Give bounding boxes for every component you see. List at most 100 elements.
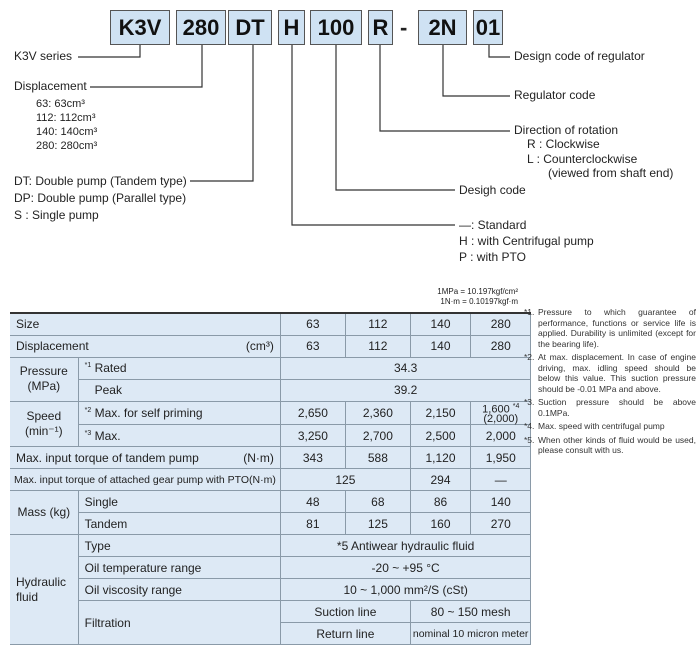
disp-280: 280: 280cm³	[36, 140, 98, 152]
unit-conversion: 1MPa = 10.197kgf/cm² 1N·m = 0.10197kgf·m	[437, 287, 518, 307]
row-label: Displacement (cm³)	[10, 334, 281, 358]
row-label: *3 Max.	[78, 424, 281, 448]
row-label: Oil temperature range	[78, 556, 281, 580]
note-mark: *1	[84, 362, 92, 369]
row-label: Peak	[78, 378, 281, 402]
note-mark: *2	[84, 406, 92, 414]
leader-displacement	[90, 45, 203, 88]
cell: *5 Antiwear hydraulic fluid	[280, 534, 532, 558]
option-standard: —: Standard	[459, 218, 527, 232]
row-label: Single	[78, 490, 281, 514]
group-label: Speed (min⁻¹)	[10, 400, 79, 448]
label-regulator-design: Design code of regulator	[514, 49, 645, 63]
cell: 294	[410, 468, 472, 492]
note-mark: *3	[84, 429, 92, 437]
leader-regulator-design	[488, 45, 510, 58]
group-label: Pressure (MPa)	[10, 356, 79, 402]
cell: 1,120	[410, 446, 472, 470]
pump-type-s: S : Single pump	[14, 208, 99, 222]
table-row: Max. input torque of attached gear pump …	[10, 468, 532, 492]
cell: 68	[345, 490, 411, 514]
table-row: Peak 39.2	[10, 378, 532, 402]
cell: 1,950	[470, 446, 532, 470]
cell: Return line	[280, 622, 411, 645]
unit-mpa: 1MPa = 10.197kgf/cm²	[437, 287, 518, 296]
table-row: Oil temperature range -20 ~ +95 °C	[10, 556, 532, 580]
label-displacement: Displacement	[14, 79, 87, 93]
leader-rotation	[379, 45, 510, 132]
cell: 125	[280, 468, 411, 492]
note-mark: *2.	[524, 352, 535, 362]
cell: 2,650	[280, 400, 346, 426]
label: Max. input torque of attached gear pump …	[14, 473, 250, 486]
table-row: Speed (min⁻¹) *2 Max. for self priming 2…	[10, 400, 532, 448]
code-displacement: 280	[176, 10, 226, 45]
code-regulator-design: 01	[473, 10, 503, 45]
note-mark: *4.	[524, 421, 535, 431]
cell: 140	[470, 490, 532, 514]
cell: 63	[280, 312, 346, 336]
table-row: Pressure (MPa) *1 Rated 34.3	[10, 356, 532, 402]
code-design: 100	[310, 10, 362, 45]
label: Rated	[94, 361, 127, 375]
note-mark: *1.	[524, 307, 535, 317]
unit-nm: 1N·m = 0.10197kgf·m	[440, 297, 518, 306]
table-row: Max. input torque of tandem pump (N·m) 34…	[10, 446, 532, 470]
cell: 140	[410, 334, 472, 358]
label-regulator-code: Regulator code	[514, 88, 596, 102]
group-label: Hydraulic fluid	[10, 534, 79, 645]
table-row: Size 63 112 140 280	[10, 312, 532, 336]
label-rotation: Direction of rotation	[514, 123, 619, 137]
table-row: Displacement (cm³) 63 112 140 280	[10, 334, 532, 358]
unit: (N·m)	[249, 473, 276, 486]
label-design-code: Desigh code	[459, 183, 526, 197]
row-label: *1 Rated	[78, 356, 281, 380]
cell: 2,700	[345, 424, 411, 448]
cell: 160	[410, 512, 472, 536]
table-row: Hydraulic fluid Type *5 Antiwear hydraul…	[10, 534, 532, 645]
disp-112: 112: 112cm³	[36, 112, 96, 124]
leader-design	[335, 45, 455, 191]
cell: 39.2	[280, 378, 532, 402]
cell: 280	[470, 334, 532, 358]
label: Max.	[94, 428, 121, 443]
option-pto: P : with PTO	[459, 250, 526, 264]
note-text: Suction pressure should be above 0.1MPa.	[538, 397, 696, 418]
unit: (cm³)	[245, 339, 274, 353]
pump-type-dp: DP: Double pump (Parallel type)	[14, 191, 187, 205]
cell: 270	[470, 512, 532, 536]
label: Displacement	[16, 339, 89, 353]
footnote: *2. At max. displacement. In case of engi…	[524, 352, 696, 394]
code-series: K3V	[110, 10, 170, 45]
cell: 2,150	[410, 400, 472, 426]
code-rotation: R	[368, 10, 393, 45]
row-label: Type	[78, 534, 281, 558]
cell: 63	[280, 334, 346, 358]
cell: 3,250	[280, 424, 346, 448]
cell: 343	[280, 446, 346, 470]
footnote: *3. Suction pressure should be above 0.1M…	[524, 397, 696, 418]
note-text: When other kinds of fluid would be used,…	[538, 434, 696, 456]
leader-series	[78, 45, 141, 58]
row-label: Max. input torque of attached gear pump …	[10, 468, 281, 492]
cell: 280	[470, 312, 532, 336]
note-text: Pressure to which guarantee of performan…	[538, 307, 696, 349]
spec-table: Size 63 112 140 280 Displacement (cm³) 63 112…	[10, 312, 532, 645]
table-row: Tandem 81 125 160 270	[10, 512, 532, 536]
cell: 80 ~ 150 mesh	[410, 600, 532, 624]
table-row: *3 Max. 3,250 2,700 2,500 2,000	[10, 424, 532, 448]
cell: 112	[345, 334, 411, 358]
code-regulator: 2N	[418, 10, 467, 45]
value-paren: (2,000)	[483, 413, 519, 426]
note-mark: *5.	[524, 434, 535, 445]
value: 1,600	[482, 403, 510, 416]
leader-option	[291, 45, 455, 226]
table-row: Filtration Suction line 80 ~ 150 mesh	[10, 600, 532, 645]
cell: 86	[410, 490, 472, 514]
group-label: Mass (kg)	[10, 490, 79, 536]
row-label: Oil viscosity range	[78, 578, 281, 602]
note-mark: *3.	[524, 397, 535, 407]
cell: —	[470, 468, 532, 492]
cell: 2,360	[345, 400, 411, 426]
label: Max. for self priming	[94, 405, 203, 420]
